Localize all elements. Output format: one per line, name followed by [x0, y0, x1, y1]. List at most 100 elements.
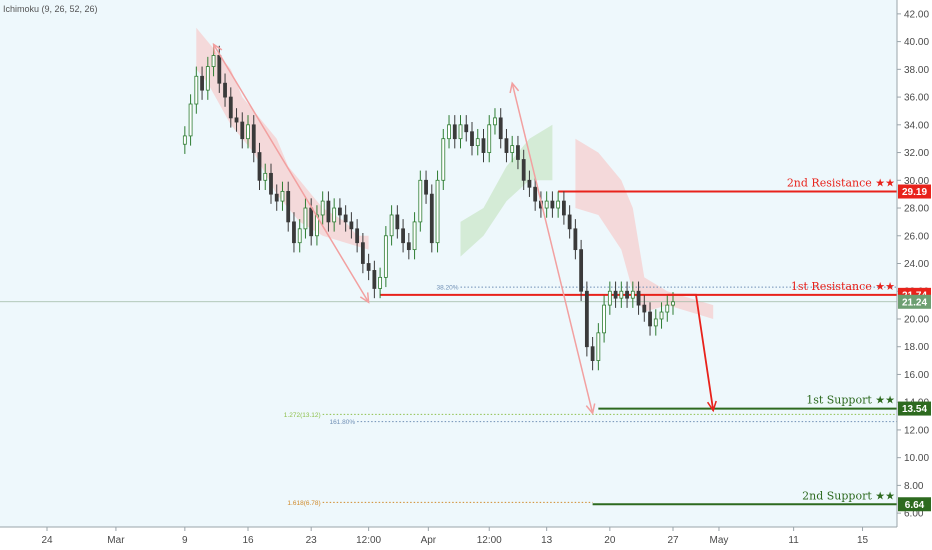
candle-body [435, 179, 440, 244]
candle-body [395, 214, 400, 230]
candle-body [550, 200, 555, 209]
candle-body [642, 304, 647, 313]
y-tick-label: 36.00 [904, 93, 929, 104]
candle-body [429, 193, 434, 244]
x-tick-label: 15 [857, 535, 869, 546]
support-2-badge-text: 6.64 [905, 500, 925, 511]
candle-body [412, 221, 417, 251]
candle-body [223, 82, 227, 98]
candle-body [447, 124, 451, 140]
candle-body [648, 311, 652, 327]
x-tick-label: 20 [604, 535, 616, 546]
candle-body [389, 214, 394, 237]
candle-body [406, 242, 411, 251]
x-tick-label: 23 [306, 535, 318, 546]
candle-body [573, 228, 578, 251]
arrow-swing-b-head-end [585, 403, 596, 415]
fibonacci-levels: 38.20% 1.272(13.12) 161.80% 1.618(6.78) [284, 285, 897, 507]
y-tick-label: 38.00 [904, 65, 929, 76]
candle-body [452, 124, 457, 140]
candle-body [246, 124, 250, 140]
x-tick-label: Apr [421, 535, 437, 546]
y-tick-label: 42.00 [904, 9, 929, 20]
candle-body [441, 138, 446, 181]
candle-body [188, 103, 193, 137]
candle-body [590, 346, 595, 361]
candle-body [487, 124, 492, 153]
y-tick-label: 24.00 [904, 259, 929, 270]
y-tick-label: 32.00 [904, 148, 929, 159]
x-tick-label: 11 [788, 535, 799, 546]
annotation-arrows [212, 42, 717, 415]
candle-body [470, 131, 474, 147]
resistance-1-label: 1st Resistance ★★ [791, 280, 895, 293]
candle-body [613, 290, 618, 299]
cloud-bearish-2 [575, 138, 714, 319]
candle-body [481, 138, 486, 153]
fib-label: 38.20% [436, 285, 458, 292]
resistance-2-label: 2nd Resistance ★★ [787, 177, 895, 190]
y-tick-label: 12.00 [904, 425, 929, 436]
indicator-label: Ichimoku (9, 26, 52, 26) [3, 4, 98, 14]
plot-area [0, 0, 897, 527]
y-tick-label: 20.00 [904, 314, 929, 325]
candle-body [355, 228, 360, 244]
price-series [182, 45, 675, 371]
arrow-swing-a-head-start [212, 42, 223, 55]
y-tick-label: 6.00 [904, 509, 924, 520]
candle-body [205, 66, 210, 91]
candle-body [286, 190, 291, 223]
candle-body [625, 290, 629, 299]
candle-body [338, 207, 342, 216]
current-price-badge-bg [898, 294, 931, 309]
candle-body [533, 186, 538, 202]
x-tick-label: 16 [242, 535, 254, 546]
candle-body [200, 75, 204, 91]
candle-body [360, 242, 365, 264]
x-tick-label: Mar [107, 535, 125, 546]
candle-body [234, 117, 239, 123]
support-2-badge-bg [898, 497, 931, 512]
candle-body [257, 152, 262, 181]
candle-body [343, 214, 348, 223]
candle-body [263, 172, 268, 181]
candle-body [418, 179, 423, 223]
candle-body [458, 124, 463, 140]
candle-body [510, 145, 515, 153]
candle-body [297, 228, 302, 244]
candle-body [383, 235, 388, 278]
candle-body [292, 221, 296, 244]
projection-arrow-head [706, 400, 717, 413]
candle-body [527, 179, 532, 188]
x-tick-label: 9 [182, 535, 188, 546]
x-tick-label: 27 [667, 535, 679, 546]
candle-body [671, 301, 675, 306]
resistance-2-badge-bg [898, 184, 931, 199]
support-1-badge-bg [898, 401, 931, 416]
fib-label: 1.272(13.12) [284, 412, 321, 419]
y-tick-label: 28.00 [904, 204, 929, 215]
support-2-label: 2nd Support ★★ [802, 489, 895, 502]
candle-body [378, 276, 383, 289]
candle-body [372, 270, 377, 289]
resistance-2-badge-text: 29.19 [902, 187, 927, 198]
y-tick-label: 18.00 [904, 342, 929, 353]
candle-body [309, 207, 314, 237]
candle-body [636, 290, 641, 306]
candle-body [424, 179, 428, 195]
candle-body [659, 311, 664, 320]
candle-body [194, 75, 199, 105]
candle-body [349, 221, 354, 230]
fib-label: 1.618(6.78) [287, 500, 320, 507]
candle-body [653, 318, 658, 327]
candle-body [579, 249, 584, 292]
candle-body [217, 55, 222, 84]
candle-body [240, 121, 245, 140]
candle-body [211, 55, 216, 67]
candle-body [556, 200, 561, 209]
candle-body [619, 290, 624, 299]
candle-body [504, 138, 509, 153]
y-tick-label: 10.00 [904, 453, 929, 464]
current-price-badge-text: 21.24 [902, 297, 927, 308]
